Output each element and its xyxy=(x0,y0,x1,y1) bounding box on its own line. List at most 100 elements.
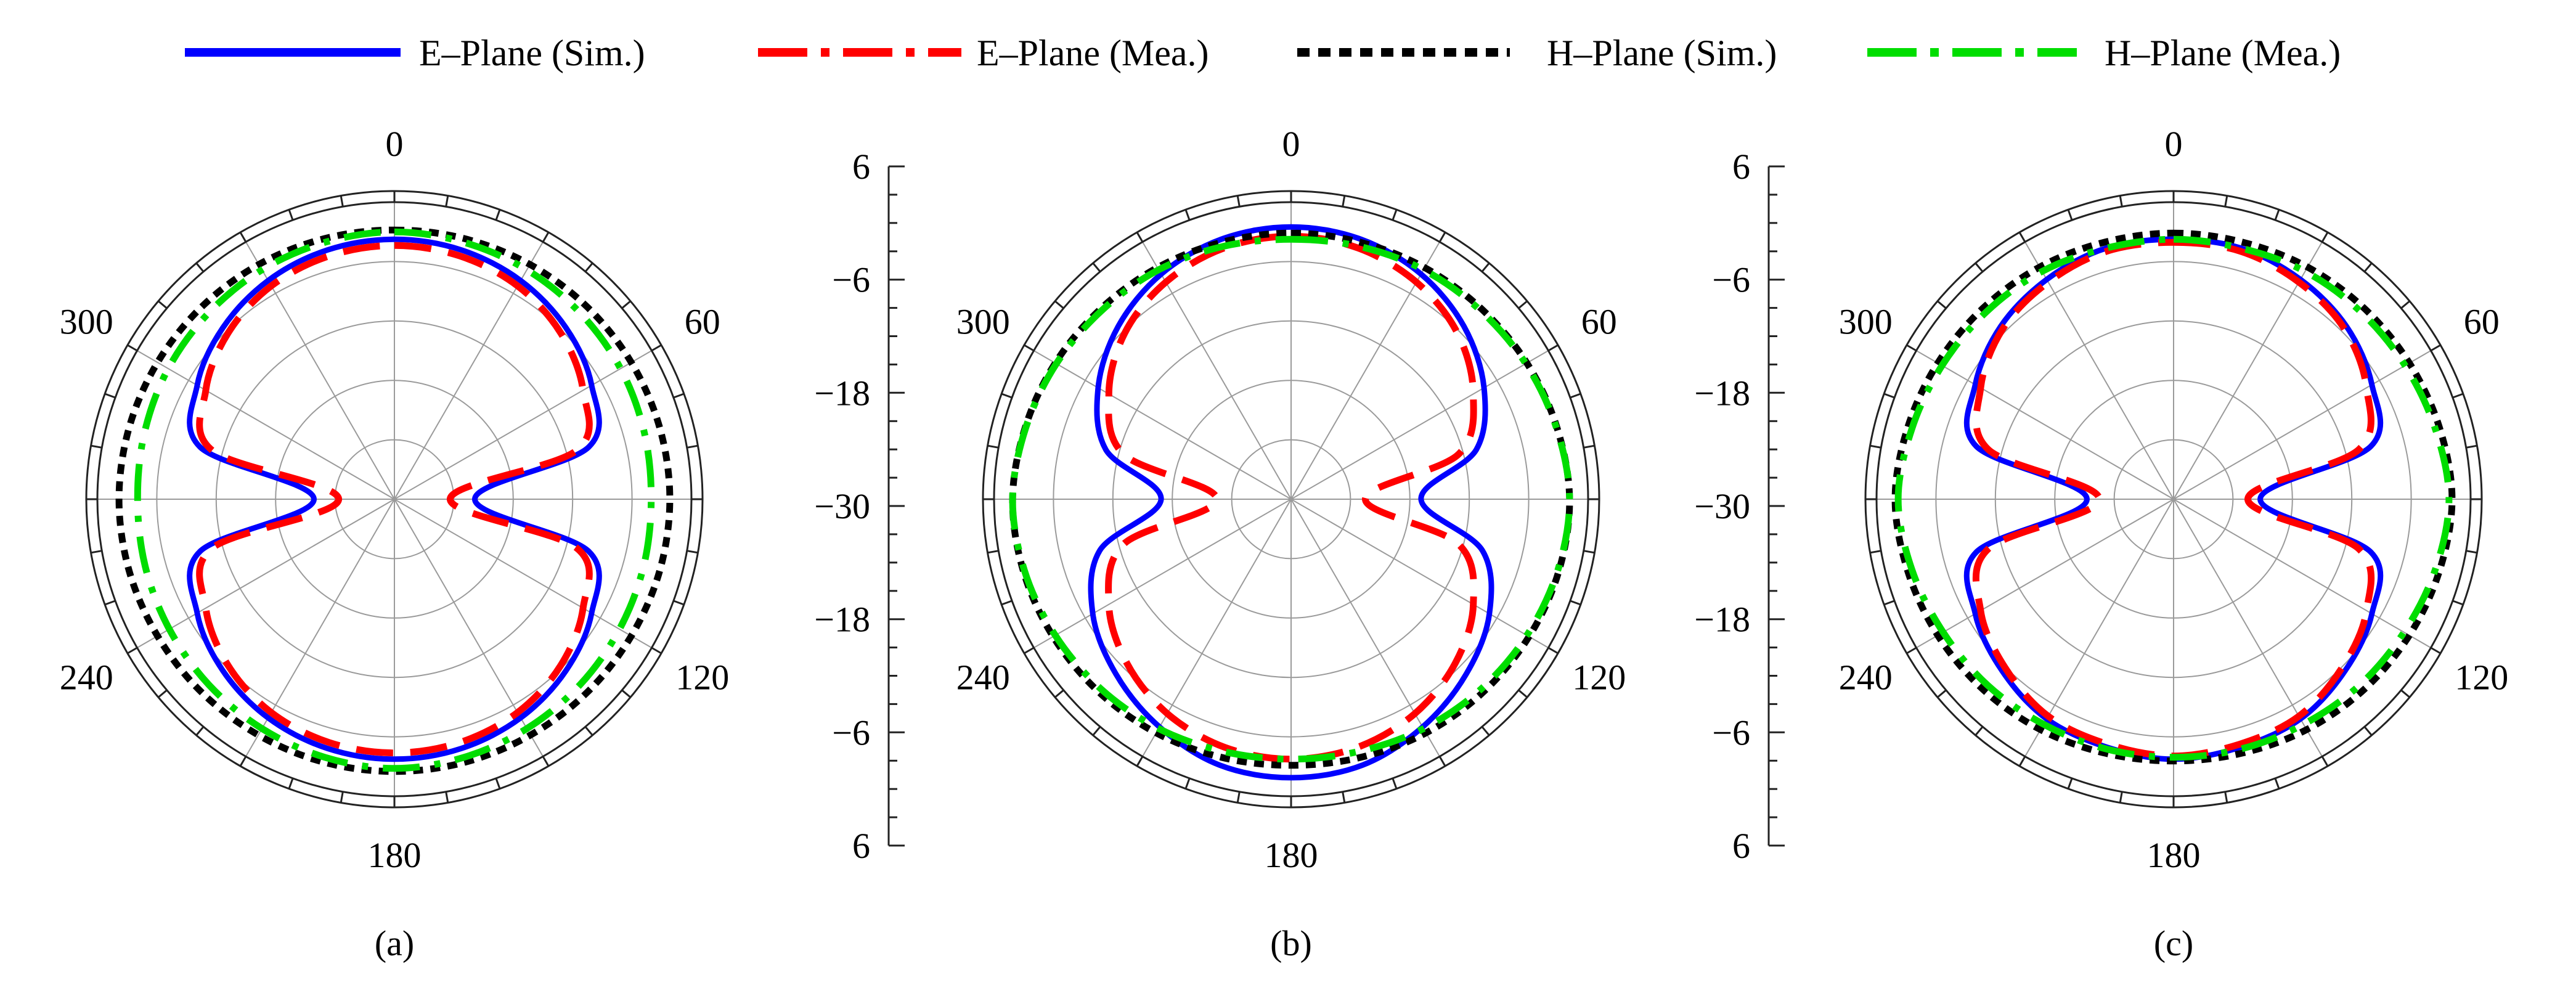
series-line-3 xyxy=(1891,229,2456,765)
radial-tick-label: −18 xyxy=(814,373,870,413)
angle-tick-label: 180 xyxy=(1265,835,1318,875)
series-line-1 xyxy=(187,236,602,762)
angle-tick xyxy=(91,444,102,449)
angle-tick xyxy=(673,393,685,399)
angle-tick xyxy=(340,195,344,207)
angle-tick xyxy=(1438,756,1446,767)
angle-tick xyxy=(1937,300,1947,309)
angle-tick xyxy=(1054,300,1064,309)
angle-tick xyxy=(1870,550,1881,554)
subplot-caption: (c) xyxy=(2154,923,2193,963)
angle-tick xyxy=(127,344,138,352)
angle-tick xyxy=(2018,756,2026,767)
angle-tick xyxy=(340,791,344,803)
angle-tick xyxy=(1481,263,1490,272)
angle-tick xyxy=(2400,300,2410,309)
angle-tick xyxy=(2119,791,2123,803)
angle-tick xyxy=(445,791,449,803)
angle-tick xyxy=(1136,756,1144,767)
angle-tick xyxy=(621,689,631,698)
angle-tick xyxy=(2067,778,2073,789)
radial-tick-label: −6 xyxy=(832,260,870,300)
angle-tick xyxy=(1975,263,1984,272)
angle-tick xyxy=(1547,344,1559,352)
series-line-4 xyxy=(134,228,655,772)
angle-tick xyxy=(239,756,247,767)
angle-tick xyxy=(445,195,449,207)
angle-tick-label: 0 xyxy=(386,124,404,164)
angle-tick xyxy=(2452,393,2464,399)
angle-tick-label: 120 xyxy=(1572,658,1626,698)
angle-tick xyxy=(651,344,662,352)
angle-tick xyxy=(1583,444,1595,449)
angle-tick xyxy=(2274,209,2280,221)
angle-tick xyxy=(1583,550,1595,554)
angle-tick xyxy=(584,263,593,272)
radial-tick-label: −30 xyxy=(814,486,870,526)
angle-tick-label: 240 xyxy=(1839,658,1893,698)
angle-tick xyxy=(1937,689,1947,698)
angle-tick xyxy=(621,300,631,309)
legend-entry-e-plane-sim: E–Plane (Sim.) xyxy=(185,33,645,73)
radial-tick-label: 6 xyxy=(852,826,870,866)
angle-tick xyxy=(1184,209,1191,221)
angle-tick xyxy=(1092,726,1101,736)
legend-label-h-plane-mea: H–Plane (Mea.) xyxy=(2105,33,2341,73)
angle-tick xyxy=(158,300,168,309)
radial-tick-label: −6 xyxy=(1712,260,1750,300)
angle-tick xyxy=(1001,393,1013,399)
angle-tick-label: 180 xyxy=(2147,835,2201,875)
angle-tick xyxy=(673,600,685,606)
angle-tick xyxy=(2466,444,2477,449)
angle-tick xyxy=(1392,209,1398,221)
angle-tick xyxy=(1906,344,1917,352)
angle-tick-label: 60 xyxy=(1581,302,1617,342)
legend-entry-h-plane-sim: H–Plane (Sim.) xyxy=(1297,33,1777,73)
angle-tick xyxy=(2466,550,2477,554)
angle-tick xyxy=(1975,726,1984,736)
angle-tick xyxy=(1092,263,1101,272)
angle-tick xyxy=(104,600,116,606)
angle-tick xyxy=(2400,689,2410,698)
angle-tick xyxy=(1570,393,1581,399)
radial-tick-label: 6 xyxy=(1732,147,1750,187)
angle-tick xyxy=(2018,232,2026,243)
angle-tick xyxy=(1184,778,1191,789)
angle-tick xyxy=(1236,791,1241,803)
angle-tick xyxy=(158,689,168,698)
radial-tick-label: −18 xyxy=(814,600,870,640)
angle-tick-label: 240 xyxy=(956,658,1010,698)
angle-tick xyxy=(1518,300,1528,309)
angle-tick xyxy=(2321,756,2329,767)
angle-tick xyxy=(91,550,102,554)
polar-plot-a: 0 60 120 180 240 300 (a) xyxy=(60,124,729,963)
subplot-caption: (a) xyxy=(375,923,414,963)
angle-tick xyxy=(2321,232,2329,243)
grid-spoke xyxy=(2024,242,2323,757)
legend: E–Plane (Sim.) E–Plane (Mea.) H–Plane (S… xyxy=(185,33,2341,73)
angle-tick xyxy=(495,778,501,789)
angle-tick xyxy=(1236,195,1241,207)
angle-tick xyxy=(2430,344,2441,352)
angle-tick xyxy=(239,232,247,243)
angle-tick xyxy=(1054,689,1064,698)
angle-tick xyxy=(1883,393,1895,399)
radial-tick-label: −30 xyxy=(1694,486,1750,526)
series-line-3 xyxy=(1009,229,1573,769)
angle-tick-label: 120 xyxy=(2455,658,2508,698)
legend-entry-h-plane-mea: H–Plane (Mea.) xyxy=(1867,33,2341,73)
angle-tick xyxy=(104,393,116,399)
legend-label-e-plane-sim: E–Plane (Sim.) xyxy=(419,33,645,73)
angle-tick xyxy=(495,209,501,221)
angle-tick xyxy=(288,778,294,789)
angle-tick-label: 300 xyxy=(60,302,113,342)
series-line-4 xyxy=(1009,235,1573,763)
angle-tick xyxy=(2067,209,2073,221)
angle-tick xyxy=(542,756,550,767)
angle-tick xyxy=(1136,232,1144,243)
polar-plot-c: 0 60 120 180 240 300 6 −6 −18 −30 −18 −6 6 (c) xyxy=(1694,124,2508,963)
angle-tick xyxy=(2119,195,2123,207)
angle-tick-label: 60 xyxy=(2464,302,2500,342)
angle-tick xyxy=(651,646,662,655)
